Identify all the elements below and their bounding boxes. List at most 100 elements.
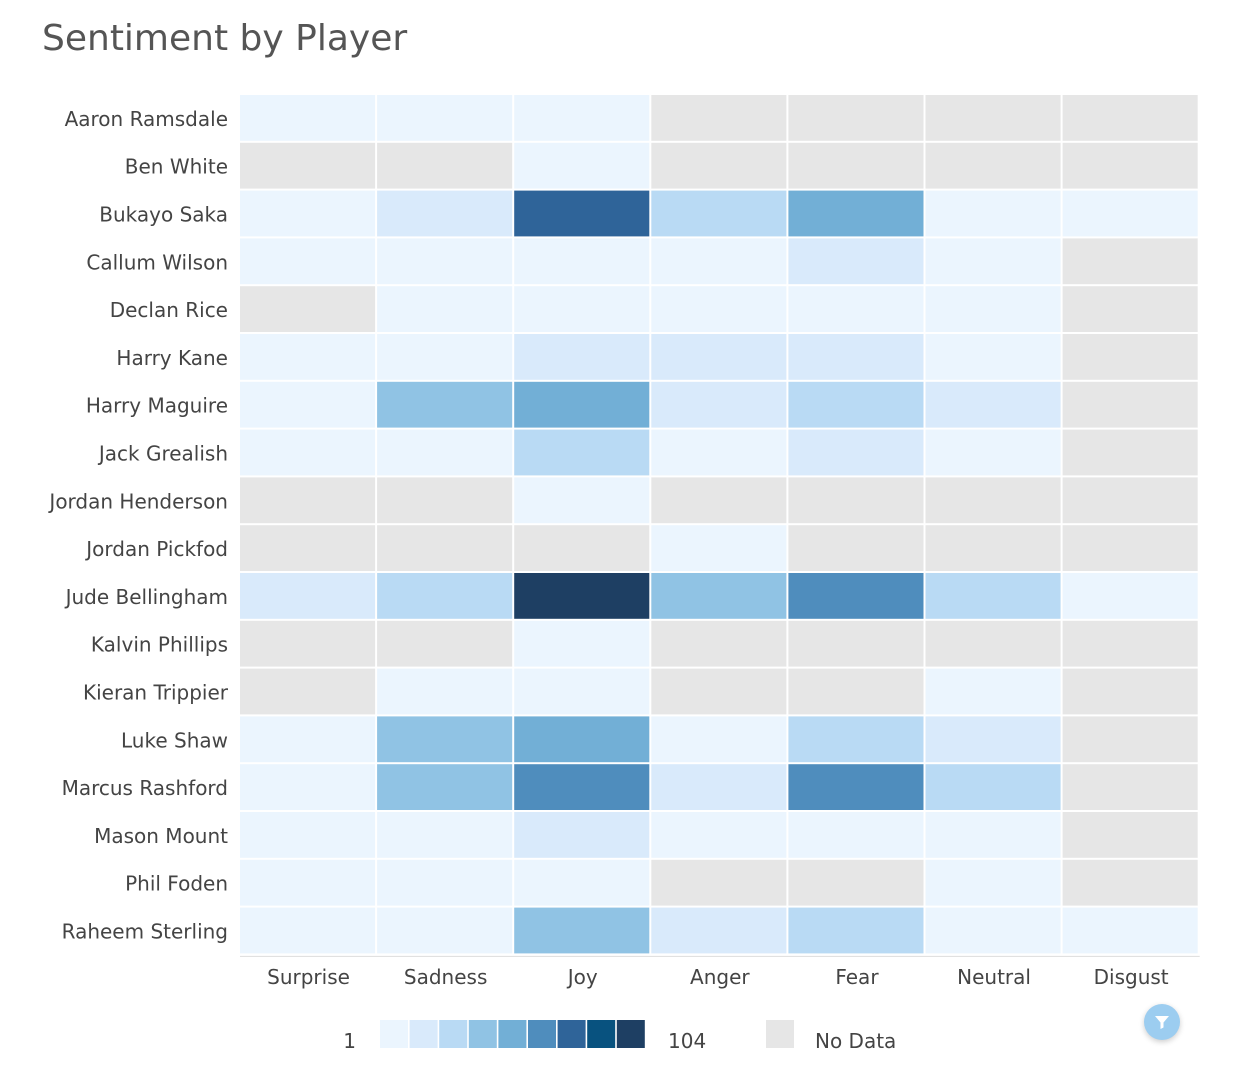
row-label: Jordan Pickfod bbox=[84, 537, 228, 561]
heatmap-cell bbox=[1062, 812, 1198, 858]
heatmap-cell bbox=[925, 429, 1061, 476]
column-label: Fear bbox=[835, 965, 879, 989]
heatmap-cell bbox=[925, 573, 1061, 619]
heatmap-cell bbox=[651, 142, 787, 189]
heatmap-cell bbox=[651, 573, 787, 619]
legend-no-data-label: No Data bbox=[815, 1029, 896, 1053]
heatmap-cell bbox=[788, 573, 924, 619]
heatmap-cell bbox=[651, 716, 787, 763]
heatmap-cell bbox=[377, 334, 513, 380]
legend-swatch bbox=[616, 1020, 645, 1048]
heatmap-cell bbox=[377, 477, 513, 524]
heatmap-cell bbox=[788, 95, 924, 141]
legend-max-label: 104 bbox=[668, 1029, 706, 1053]
heatmap-cell bbox=[788, 238, 924, 285]
heatmap-cell bbox=[651, 812, 787, 858]
heatmap-cell bbox=[1062, 477, 1198, 524]
heatmap-cell bbox=[514, 859, 650, 906]
heatmap-cell bbox=[1062, 238, 1198, 285]
heatmap-cell bbox=[788, 334, 924, 380]
heatmap-cell bbox=[1062, 95, 1198, 141]
heatmap-cell bbox=[240, 477, 376, 524]
heatmap-cell bbox=[514, 620, 650, 667]
heatmap-cell bbox=[1062, 859, 1198, 906]
row-label: Declan Rice bbox=[110, 298, 228, 322]
heatmap-cell bbox=[651, 668, 787, 715]
heatmap-cell bbox=[925, 907, 1061, 954]
legend-swatch bbox=[557, 1020, 586, 1048]
heatmap-cell bbox=[1062, 716, 1198, 763]
heatmap-cell bbox=[377, 286, 513, 332]
heatmap-cell bbox=[651, 286, 787, 332]
column-label: Disgust bbox=[1094, 965, 1169, 989]
heatmap-cell bbox=[240, 525, 376, 571]
filter-button[interactable] bbox=[1144, 1004, 1180, 1040]
heatmap-cell bbox=[925, 764, 1061, 810]
heatmap-cell bbox=[925, 716, 1061, 763]
heatmap-cell bbox=[1062, 668, 1198, 715]
heatmap-cell bbox=[788, 668, 924, 715]
row-label: Kieran Trippier bbox=[83, 681, 229, 705]
heatmap-cell bbox=[240, 429, 376, 476]
heatmap-cell bbox=[651, 525, 787, 571]
heatmap-cell bbox=[788, 907, 924, 954]
heatmap-cell bbox=[788, 525, 924, 571]
heatmap-cell bbox=[240, 238, 376, 285]
heatmap-cell bbox=[925, 286, 1061, 332]
row-label: Raheem Sterling bbox=[62, 920, 228, 944]
heatmap-cell bbox=[788, 812, 924, 858]
chart-title: Sentiment by Player bbox=[42, 18, 408, 59]
heatmap-cell bbox=[788, 142, 924, 189]
filter-icon bbox=[1155, 1016, 1169, 1029]
row-label: Ben White bbox=[125, 155, 228, 179]
heatmap-cell bbox=[651, 477, 787, 524]
heatmap-cell bbox=[377, 668, 513, 715]
heatmap-cell bbox=[651, 334, 787, 380]
heatmap-cell bbox=[651, 190, 787, 237]
heatmap-cell bbox=[514, 190, 650, 237]
heatmap-cell bbox=[377, 764, 513, 810]
heatmap-cell bbox=[377, 859, 513, 906]
heatmap-cell bbox=[925, 190, 1061, 237]
heatmap-cell bbox=[240, 286, 376, 332]
heatmap-cell bbox=[514, 668, 650, 715]
heatmap-cell bbox=[514, 812, 650, 858]
heatmap-cell bbox=[377, 95, 513, 141]
column-label: Joy bbox=[566, 965, 598, 989]
heatmap-cell bbox=[240, 668, 376, 715]
heatmap-cell bbox=[651, 381, 787, 428]
heatmap-cell bbox=[651, 238, 787, 285]
heatmap-cell bbox=[514, 716, 650, 763]
heatmap-cell bbox=[788, 381, 924, 428]
heatmap-cell bbox=[240, 142, 376, 189]
heatmap-cell bbox=[1062, 334, 1198, 380]
heatmap-cell bbox=[925, 812, 1061, 858]
heatmap-cell bbox=[651, 429, 787, 476]
heatmap-cell bbox=[1062, 429, 1198, 476]
heatmap-cell bbox=[925, 859, 1061, 906]
legend-swatch bbox=[587, 1020, 616, 1048]
heatmap-cell bbox=[514, 142, 650, 189]
heatmap-cell bbox=[514, 286, 650, 332]
heatmap-cell bbox=[240, 620, 376, 667]
heatmap-cell bbox=[377, 238, 513, 285]
heatmap-cell bbox=[788, 620, 924, 667]
row-label: Aaron Ramsdale bbox=[65, 107, 228, 131]
heatmap-cell bbox=[514, 381, 650, 428]
heatmap-cell bbox=[377, 525, 513, 571]
column-label: Neutral bbox=[957, 965, 1031, 989]
heatmap-cell bbox=[788, 477, 924, 524]
heatmap-cell bbox=[925, 525, 1061, 571]
heatmap-cell bbox=[514, 429, 650, 476]
legend-swatch bbox=[528, 1020, 556, 1048]
legend-swatch bbox=[468, 1020, 497, 1048]
heatmap-cell bbox=[377, 620, 513, 667]
heatmap-cell bbox=[651, 95, 787, 141]
heatmap-cell bbox=[925, 477, 1061, 524]
heatmap-cell bbox=[925, 142, 1061, 189]
heatmap-cell bbox=[514, 334, 650, 380]
heatmap-cell bbox=[1062, 286, 1198, 332]
heatmap-cell bbox=[377, 907, 513, 954]
column-label: Surprise bbox=[267, 965, 350, 989]
